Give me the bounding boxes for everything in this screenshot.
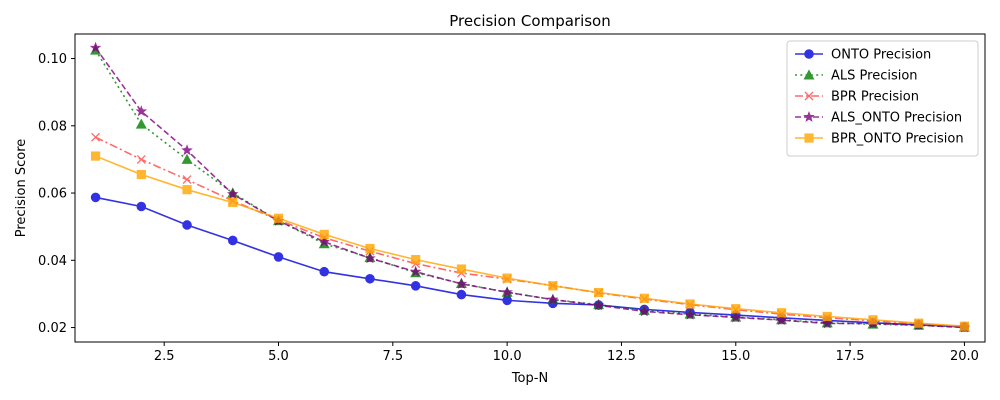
data-point-onto-precision [456,289,467,300]
data-point-als-onto-precision [409,265,422,277]
data-point-als-onto-precision [501,286,513,298]
data-point-bpr-precision [182,175,192,185]
data-point-als-onto-precision [181,144,193,156]
x-tick-label: 10.0 [493,349,522,364]
y-axis: 0.02 0.04 0.06 0.08 0.10 [38,52,75,336]
data-point-onto-precision [136,201,147,212]
series-bpr-onto-precision [90,151,970,331]
data-point-bpr-onto-precision [548,281,558,291]
x-tick-label: 7.5 [382,349,403,364]
data-point-bpr-onto-precision [959,321,970,331]
data-point-als-onto-precision [227,188,239,199]
x-tick-label: 2.5 [154,349,175,364]
legend-item-bpr-onto-precision [795,133,823,143]
legend-label: ALS Precision [831,69,918,84]
data-point-als-onto-precision [821,317,833,329]
data-point-als-onto-precision [364,252,376,264]
legend-item-als-precision [795,69,823,80]
data-point-bpr-onto-precision [731,304,741,314]
data-point-bpr-onto-precision [776,308,787,318]
data-point-als-precision [181,153,193,164]
legend-marker-als-onto-precision [803,110,815,122]
data-point-onto-precision [410,281,421,291]
x-tick-label: 5.0 [268,349,289,364]
chart-title: Precision Comparison [449,12,611,30]
x-axis-title: Top-N [511,371,548,386]
legend-box [786,40,979,157]
data-point-als-onto-precision [730,311,742,323]
y-axis-title: Precision Score [14,139,29,238]
x-tick-label: 20.0 [950,349,979,364]
data-point-als-onto-precision [455,277,468,289]
data-point-als-onto-precision [547,293,559,305]
series-onto-precision [90,192,970,332]
legend-marker-bpr-precision [804,91,814,101]
legend-label: BPR_ONTO Precision [831,132,964,147]
data-point-bpr-onto-precision [182,185,192,195]
legend-item-onto-precision [795,49,823,59]
data-point-bpr-onto-precision [411,255,421,265]
data-point-onto-precision [273,252,284,262]
data-point-bpr-onto-precision [593,287,604,298]
data-point-bpr-onto-precision [273,213,284,223]
y-tick-label: 0.08 [38,119,67,134]
data-point-bpr-onto-precision [365,243,375,254]
y-tick-label: 0.10 [38,52,67,67]
plot-area [89,41,971,333]
data-point-bpr-onto-precision [685,299,695,309]
data-point-bpr-precision [136,154,146,164]
data-point-bpr-onto-precision [914,318,924,328]
legend-item-bpr-precision [795,91,823,101]
data-point-onto-precision [90,192,101,203]
data-point-als-onto-precision [638,305,651,317]
data-point-als-onto-precision [318,235,330,247]
legend-label: BPR Precision [831,90,919,105]
y-tick-label: 0.04 [38,254,67,269]
y-tick-label: 0.02 [38,321,67,336]
x-tick-label: 15.0 [721,349,750,364]
x-axis: 2.5 5.0 7.5 10.0 12.5 15.0 17.5 20.0 [154,342,979,364]
legend-label: ONTO Precision [831,48,931,63]
data-point-als-onto-precision [592,299,605,311]
data-point-bpr-onto-precision [319,229,329,240]
data-point-als-onto-precision [135,105,148,117]
x-tick-label: 12.5 [607,349,636,364]
data-point-onto-precision [502,295,512,306]
data-point-bpr-precision [91,132,101,142]
x-tick-label: 17.5 [836,349,865,364]
series-line-bpr-onto-precision [95,155,965,327]
data-point-als-onto-precision [775,314,788,326]
plot-frame [74,33,986,343]
series-line-onto-precision [95,196,965,328]
data-point-bpr-onto-precision [868,315,878,325]
data-point-bpr-onto-precision [822,311,832,322]
y-tick-label: 0.06 [38,187,67,202]
data-point-bpr-onto-precision [90,151,101,161]
series-line-als-onto-precision [94,47,965,329]
legend: ONTO Precision ALS Precision BPR Precision… [786,40,979,157]
data-point-als-precision [135,118,147,129]
legend-marker-onto-precision [804,49,814,59]
data-point-bpr-onto-precision [639,293,649,303]
data-point-onto-precision [365,273,375,284]
data-point-als-onto-precision [89,41,102,53]
data-point-bpr-onto-precision [136,169,146,180]
data-point-bpr-onto-precision [228,197,238,208]
legend-marker-als-precision [803,69,815,80]
data-point-onto-precision [182,220,192,230]
data-point-onto-precision [227,235,238,246]
data-point-bpr-onto-precision [502,273,512,283]
legend-item-als-onto-precision [795,110,823,122]
legend-label: ALS_ONTO Precision [831,111,962,126]
data-point-als-onto-precision [684,308,696,320]
legend-marker-bpr-onto-precision [804,133,814,143]
data-point-bpr-onto-precision [456,264,467,274]
series-line-bpr-precision [95,136,965,328]
data-point-onto-precision [319,266,330,277]
